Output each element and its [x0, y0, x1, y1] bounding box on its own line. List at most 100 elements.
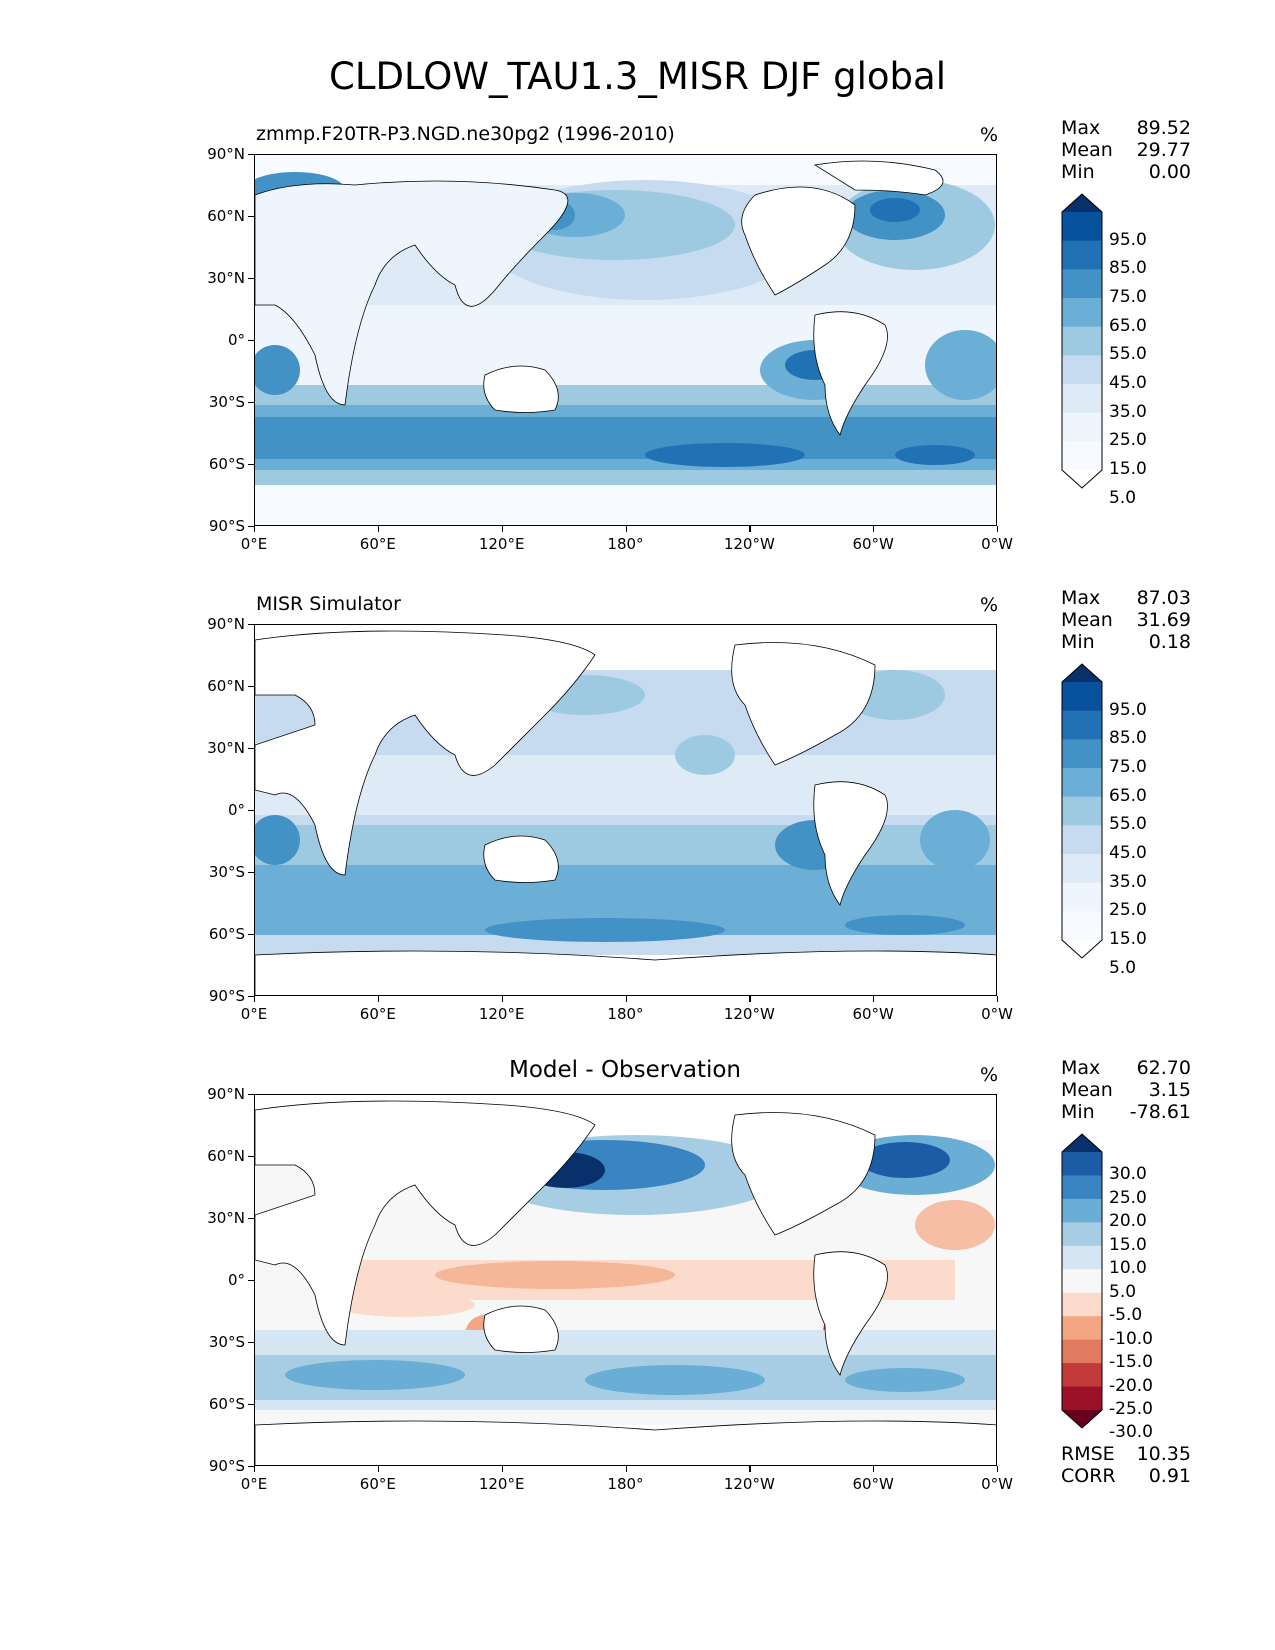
- x-tick-mark: [254, 1466, 256, 1472]
- colorbar-max-extend: [1062, 194, 1102, 212]
- y-tick-label: 90°N: [207, 615, 245, 633]
- colorbar-tick-label: -25.0: [1109, 1399, 1153, 1419]
- y-tick-mark: [248, 216, 254, 218]
- colorbar-segment: [1062, 1175, 1102, 1200]
- colorbar-tick-label: 95.0: [1109, 699, 1147, 720]
- colorbar: [1061, 193, 1103, 489]
- colorbar-tick-label: 85.0: [1109, 728, 1147, 749]
- colorbar-segment: [1062, 1292, 1102, 1317]
- stat-min-label: Min: [1061, 631, 1095, 653]
- colorbar-tick-label: 35.0: [1109, 871, 1147, 892]
- colorbar-tick-label: -20.0: [1109, 1375, 1153, 1396]
- colorbar-segment: [1062, 298, 1102, 328]
- x-tick-mark: [501, 996, 503, 1002]
- stat-max: 87.03: [1136, 587, 1191, 609]
- stat-mean: 29.77: [1136, 139, 1191, 161]
- x-tick-mark: [501, 1466, 503, 1472]
- colorbar-segment: [1062, 911, 1102, 941]
- colorbar-tick-label: 5.0: [1109, 487, 1137, 508]
- y-tick-mark: [248, 402, 254, 404]
- colorbar-segment: [1062, 326, 1102, 356]
- x-tick-label: 60°W: [852, 1475, 894, 1493]
- colorbar-tick-label: 5.0: [1109, 957, 1137, 978]
- x-tick-mark: [625, 996, 627, 1002]
- y-tick-label: 30°S: [208, 863, 245, 881]
- colorbar-segment: [1062, 796, 1102, 826]
- colorbar-segment: [1062, 212, 1102, 242]
- colorbar-tick-label: 45.0: [1109, 843, 1147, 863]
- panel3-map: [254, 1094, 997, 1466]
- colorbar-segment: [1062, 1222, 1102, 1247]
- y-tick-label: 30°N: [207, 269, 245, 287]
- x-tick-mark: [873, 996, 875, 1002]
- y-tick-mark: [248, 934, 254, 936]
- y-tick-mark: [248, 1466, 254, 1468]
- y-tick-label: 90°S: [208, 517, 245, 535]
- colorbar-tick-label: -5.0: [1109, 1305, 1143, 1326]
- stat-max-label: Max: [1061, 117, 1101, 139]
- panel1-stats: Max 89.52 Mean 29.77 Min 0.00: [1061, 117, 1191, 183]
- y-tick-mark: [248, 1218, 254, 1220]
- panel2-stats: Max 87.03 Mean 31.69 Min 0.18: [1061, 587, 1191, 653]
- x-tick-label: 0°W: [981, 1005, 1013, 1023]
- stat-min: 0.00: [1148, 161, 1191, 183]
- x-tick-label: 120°W: [723, 1475, 775, 1493]
- colorbar-segment: [1062, 355, 1102, 385]
- colorbar-tick-label: 20.0: [1109, 1211, 1147, 1232]
- colorbar-segment: [1062, 1152, 1102, 1176]
- colorbar-segment: [1062, 441, 1102, 471]
- colorbar-tick-label: 75.0: [1109, 757, 1147, 777]
- y-tick-label: 30°N: [207, 739, 245, 757]
- y-tick-label: 90°S: [208, 987, 245, 1005]
- y-tick-mark: [248, 686, 254, 688]
- y-tick-mark: [248, 278, 254, 280]
- x-tick-label: 0°E: [240, 1475, 268, 1493]
- x-tick-label: 120°E: [478, 1475, 525, 1493]
- colorbar-outline: [1061, 663, 1103, 959]
- colorbar-tick-label: 25.0: [1109, 900, 1147, 921]
- colorbar-max-extend: [1062, 664, 1102, 682]
- x-tick-label: 60°W: [852, 535, 894, 553]
- colorbar-tick-label: 55.0: [1109, 814, 1147, 835]
- x-tick-mark: [377, 996, 380, 1002]
- x-tick-label: 180°: [607, 1005, 644, 1023]
- colorbar-tick-label: 75.0: [1109, 287, 1147, 307]
- colorbar-tick-label: 15.0: [1109, 1234, 1147, 1255]
- metric-corr-label: CORR: [1061, 1465, 1116, 1487]
- x-tick-label: 60°E: [359, 535, 396, 553]
- colorbar-tick-label: 65.0: [1109, 785, 1147, 806]
- x-tick-label: 60°E: [359, 1475, 396, 1493]
- colorbar-segment: [1062, 412, 1102, 442]
- colorbar-segment: [1062, 739, 1102, 769]
- colorbar-tick-label: 65.0: [1109, 315, 1147, 336]
- colorbar-segment: [1062, 1339, 1102, 1364]
- y-tick-label: 0°: [227, 331, 245, 349]
- colorbar: [1061, 1133, 1103, 1429]
- y-tick-mark: [248, 624, 254, 626]
- panel1-label: zmmp.F20TR-P3.NGD.ne30pg2 (1996-2010): [256, 123, 675, 145]
- metric-rmse-label: RMSE: [1061, 1443, 1115, 1465]
- y-tick-mark: [248, 1342, 254, 1344]
- colorbar-segment: [1062, 1269, 1102, 1294]
- y-tick-mark: [248, 748, 254, 750]
- x-tick-label: 180°: [607, 535, 644, 553]
- stat-min: -78.61: [1129, 1101, 1191, 1123]
- colorbar-segment: [1062, 710, 1102, 740]
- y-tick-label: 0°: [227, 801, 245, 819]
- stat-mean-label: Mean: [1061, 1079, 1113, 1101]
- y-tick-mark: [248, 1404, 254, 1406]
- y-tick-label: 60°N: [207, 1147, 245, 1165]
- y-tick-label: 60°S: [208, 925, 245, 943]
- stat-max-label: Max: [1061, 1057, 1101, 1079]
- colorbar-segment: [1062, 269, 1102, 299]
- colorbar-min-extend: [1062, 940, 1102, 958]
- x-tick-mark: [997, 526, 999, 532]
- colorbar-segment: [1062, 768, 1102, 798]
- colorbar-tick-label: 25.0: [1109, 1187, 1147, 1208]
- stat-min: 0.18: [1148, 631, 1191, 653]
- colorbar-segment: [1062, 682, 1102, 712]
- y-tick-label: 60°N: [207, 677, 245, 695]
- x-tick-label: 120°E: [478, 535, 525, 553]
- y-tick-label: 30°N: [207, 1209, 245, 1227]
- colorbar-max-extend: [1062, 1134, 1102, 1152]
